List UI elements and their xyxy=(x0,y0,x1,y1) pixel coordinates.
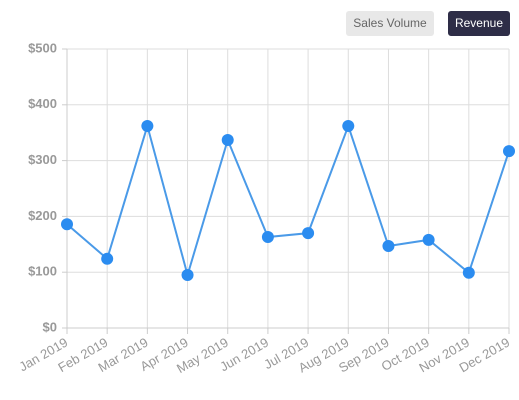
data-point xyxy=(181,268,194,281)
data-point xyxy=(302,227,315,240)
y-tick-label: $0 xyxy=(43,319,57,334)
data-point xyxy=(221,133,234,146)
y-tick-label: $100 xyxy=(28,264,57,279)
y-tick-label: $200 xyxy=(28,208,57,223)
data-line xyxy=(66,122,510,279)
data-point xyxy=(61,218,73,231)
data-point xyxy=(422,233,435,246)
data-point xyxy=(261,231,274,244)
tab-label[interactable]: Revenue xyxy=(455,16,503,30)
tab-button[interactable] xyxy=(448,11,510,36)
y-tick-label: $500 xyxy=(28,40,57,55)
y-tick-label: $400 xyxy=(28,96,57,111)
data-point xyxy=(503,145,515,158)
tab-label[interactable]: Sales Volume xyxy=(353,16,427,30)
data-point xyxy=(101,252,114,265)
tab-button[interactable] xyxy=(346,11,434,36)
data-point xyxy=(342,120,355,133)
data-point xyxy=(382,239,395,252)
data-point xyxy=(462,266,475,279)
y-tick-label: $300 xyxy=(28,152,57,167)
data-point xyxy=(141,120,154,133)
